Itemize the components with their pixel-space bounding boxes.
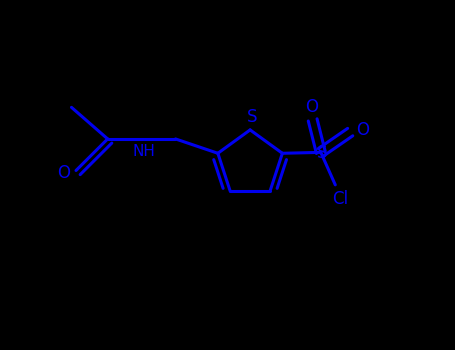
Text: O: O — [305, 98, 318, 116]
Text: O: O — [356, 121, 369, 139]
Text: Cl: Cl — [332, 190, 348, 208]
Text: S: S — [317, 144, 327, 162]
Text: O: O — [57, 164, 70, 182]
Text: S: S — [247, 108, 258, 126]
Text: NH: NH — [133, 144, 156, 159]
